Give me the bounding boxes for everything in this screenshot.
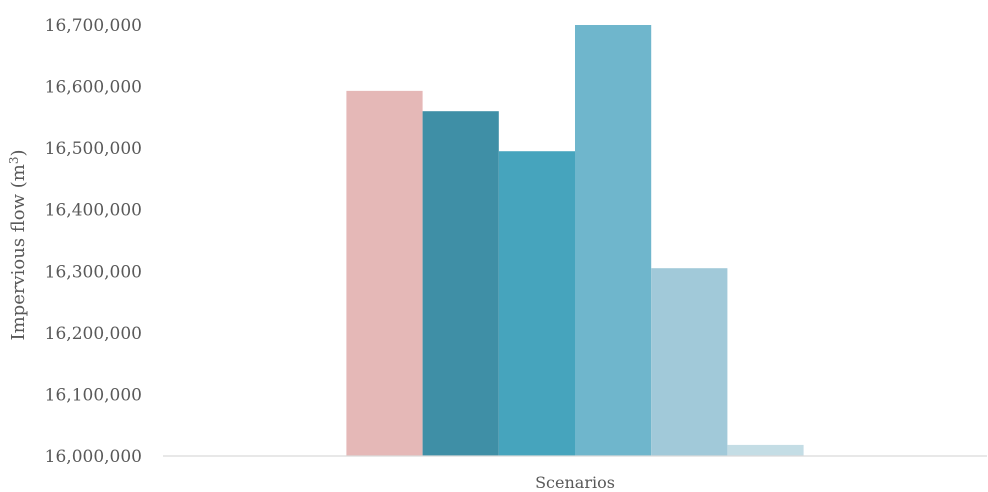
x-category-label: Scenarios — [535, 473, 615, 492]
bar-series-3 — [498, 151, 575, 456]
bar-series-6 — [727, 444, 804, 456]
y-tick-label: 16,200,000 — [45, 324, 142, 344]
bar-series-2 — [422, 111, 499, 456]
bars — [346, 25, 804, 456]
y-tick-label: 16,600,000 — [45, 78, 142, 98]
bar-series-4 — [575, 25, 652, 456]
y-tick-label: 16,100,000 — [45, 385, 142, 405]
y-axis-title: Impervious flow (m3) — [7, 149, 29, 340]
y-tick-label: 16,700,000 — [45, 16, 142, 36]
y-tick-label: 16,300,000 — [45, 262, 142, 282]
y-axis-ticks: 16,000,000 16,100,000 16,200,000 16,300,000… — [45, 16, 142, 467]
bar-series-1 — [346, 90, 423, 456]
y-tick-label: 16,000,000 — [45, 447, 142, 467]
y-tick-label: 16,500,000 — [45, 139, 142, 159]
bar-series-5 — [651, 268, 728, 456]
y-tick-label: 16,400,000 — [45, 201, 142, 221]
